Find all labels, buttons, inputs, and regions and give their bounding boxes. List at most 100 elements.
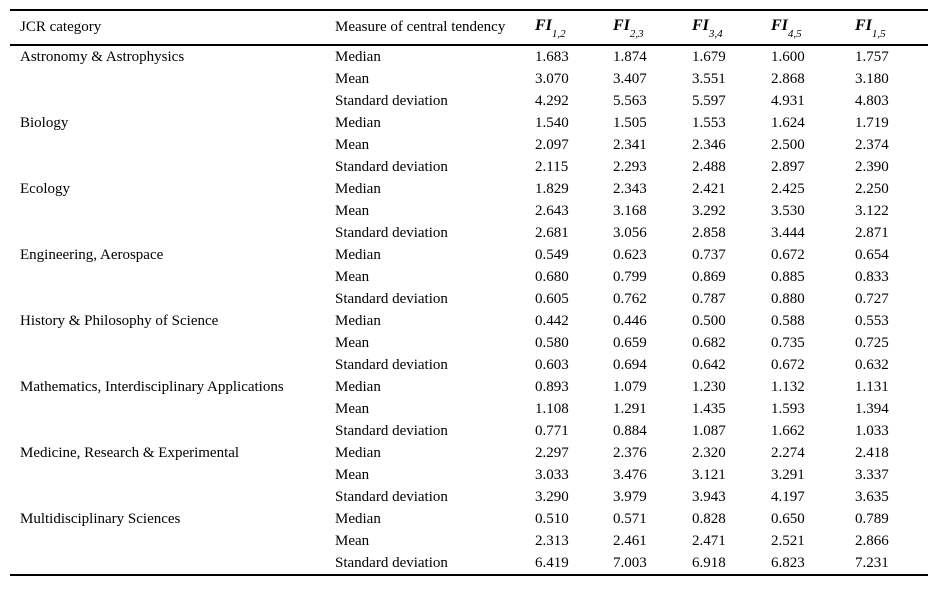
table-body: Astronomy & Astrophysics Median 1.683 1.874… xyxy=(10,45,928,575)
header-fi-4-5: FI4,5 xyxy=(771,10,855,46)
value-cell: 3.979 xyxy=(613,488,647,505)
value-cell: 2.866 xyxy=(855,532,889,549)
table-row: Mean 0.580 0.659 0.682 0.735 0.725 xyxy=(10,332,928,354)
measure-cell: Median xyxy=(335,312,381,329)
value-cell: 4.931 xyxy=(771,92,805,109)
measure-cell: Median xyxy=(335,114,381,131)
value-cell: 1.624 xyxy=(771,114,805,131)
measure-cell: Standard deviation xyxy=(335,92,448,109)
category-cell: Mathematics, Interdisciplinary Applicati… xyxy=(20,378,284,395)
value-cell: 2.425 xyxy=(771,180,805,197)
value-cell: 0.500 xyxy=(692,312,726,329)
category-cell xyxy=(10,68,335,90)
value-cell: 1.505 xyxy=(613,114,647,131)
category-cell xyxy=(10,156,335,178)
value-cell: 2.897 xyxy=(771,158,805,175)
value-cell: 0.642 xyxy=(692,356,726,373)
value-cell: 0.603 xyxy=(535,356,569,373)
category-cell xyxy=(10,222,335,244)
value-cell: 1.033 xyxy=(855,422,889,439)
value-cell: 2.346 xyxy=(692,136,726,153)
value-cell: 1.230 xyxy=(692,378,726,395)
value-cell: 0.571 xyxy=(613,510,647,527)
value-cell: 0.828 xyxy=(692,510,726,527)
category-cell: Ecology xyxy=(20,180,70,197)
table-row: Mean 2.313 2.461 2.471 2.521 2.866 xyxy=(10,530,928,552)
value-cell: 5.597 xyxy=(692,92,726,109)
value-cell: 0.659 xyxy=(613,334,647,351)
value-cell: 3.121 xyxy=(692,466,726,483)
value-cell: 3.122 xyxy=(855,202,889,219)
value-cell: 0.762 xyxy=(613,290,647,307)
value-cell: 2.390 xyxy=(855,158,889,175)
value-cell: 0.799 xyxy=(613,268,647,285)
header-fi-2-3: FI2,3 xyxy=(613,10,692,46)
value-cell: 0.735 xyxy=(771,334,805,351)
value-cell: 2.461 xyxy=(613,532,647,549)
header-measure-of-central-tendency: Measure of central tendency xyxy=(335,10,535,46)
value-cell: 3.292 xyxy=(692,202,726,219)
header-fi-1-5: FI1,5 xyxy=(855,10,928,46)
value-cell: 2.320 xyxy=(692,444,726,461)
fi-symbol: FI xyxy=(613,17,630,35)
measure-cell: Median xyxy=(335,48,381,65)
table-row: Standard deviation 4.292 5.563 5.597 4.931 4.… xyxy=(10,90,928,112)
value-cell: 3.530 xyxy=(771,202,805,219)
value-cell: 1.132 xyxy=(771,378,805,395)
table-row: Biology Median 1.540 1.505 1.553 1.624 1.719 xyxy=(10,112,928,134)
category-cell: History & Philosophy of Science xyxy=(20,312,219,329)
category-cell xyxy=(10,266,335,288)
value-cell: 0.771 xyxy=(535,422,569,439)
measure-cell: Median xyxy=(335,444,381,461)
value-cell: 0.553 xyxy=(855,312,889,329)
category-cell xyxy=(10,530,335,552)
value-cell: 3.337 xyxy=(855,466,889,483)
value-cell: 0.725 xyxy=(855,334,889,351)
value-cell: 0.510 xyxy=(535,510,569,527)
category-cell: Multidisciplinary Sciences xyxy=(20,510,181,527)
jcr-statistics-table: JCR category Measure of central tendency… xyxy=(10,9,928,576)
measure-cell: Mean xyxy=(335,400,370,417)
fi-symbol: FI xyxy=(771,17,788,35)
measure-cell: Standard deviation xyxy=(335,554,448,571)
value-cell: 3.943 xyxy=(692,488,726,505)
category-cell xyxy=(10,288,335,310)
table-row: Mean 0.680 0.799 0.869 0.885 0.833 xyxy=(10,266,928,288)
value-cell: 0.833 xyxy=(855,268,889,285)
category-cell xyxy=(10,486,335,508)
fi-subscript: 4,5 xyxy=(787,27,802,40)
value-cell: 0.632 xyxy=(855,356,889,373)
measure-cell: Median xyxy=(335,510,381,527)
category-cell: Biology xyxy=(20,114,69,131)
measure-cell: Standard deviation xyxy=(335,356,448,373)
header-row: JCR category Measure of central tendency… xyxy=(10,10,928,46)
category-cell xyxy=(10,332,335,354)
category-cell xyxy=(10,420,335,442)
value-cell: 1.719 xyxy=(855,114,889,131)
table-row: Ecology Median 1.829 2.343 2.421 2.425 2.250 xyxy=(10,178,928,200)
value-cell: 1.874 xyxy=(613,48,647,65)
table-row: Astronomy & Astrophysics Median 1.683 1.874… xyxy=(10,45,928,68)
value-cell: 2.274 xyxy=(771,444,805,461)
header-fi-3-4: FI3,4 xyxy=(692,10,771,46)
category-cell: Astronomy & Astrophysics xyxy=(20,48,185,65)
value-cell: 3.180 xyxy=(855,70,889,87)
measure-cell: Standard deviation xyxy=(335,422,448,439)
fi-subscript: 2,3 xyxy=(629,27,644,40)
value-cell: 5.563 xyxy=(613,92,647,109)
value-cell: 2.418 xyxy=(855,444,889,461)
value-cell: 1.435 xyxy=(692,400,726,417)
table-row: Mean 2.643 3.168 3.292 3.530 3.122 xyxy=(10,200,928,222)
value-cell: 1.662 xyxy=(771,422,805,439)
category-cell xyxy=(10,90,335,112)
measure-cell: Mean xyxy=(335,136,370,153)
value-cell: 0.787 xyxy=(692,290,726,307)
value-cell: 4.803 xyxy=(855,92,889,109)
table-row: Standard deviation 2.115 2.293 2.488 2.897 2.… xyxy=(10,156,928,178)
value-cell: 1.679 xyxy=(692,48,726,65)
value-cell: 2.293 xyxy=(613,158,647,175)
table-row: Standard deviation 2.681 3.056 2.858 3.444 2.… xyxy=(10,222,928,244)
value-cell: 1.079 xyxy=(613,378,647,395)
table-row: Standard deviation 0.603 0.694 0.642 0.672 0.… xyxy=(10,354,928,376)
value-cell: 3.551 xyxy=(692,70,726,87)
